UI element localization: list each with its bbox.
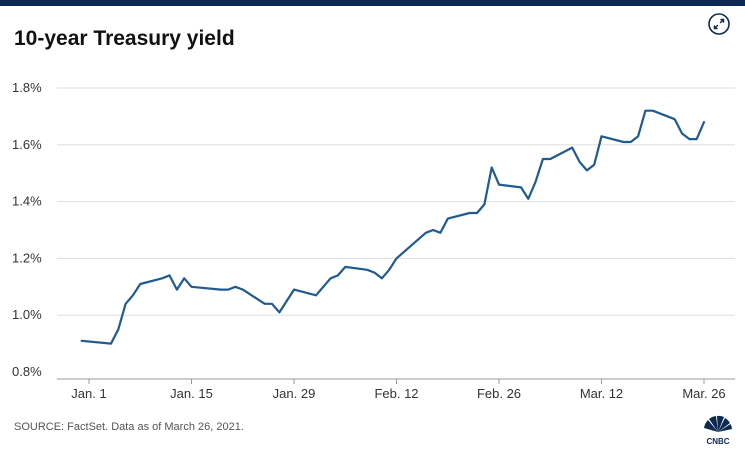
grid	[57, 87, 735, 316]
x-tick-label: Jan. 1	[71, 386, 106, 401]
cnbc-peacock-logo: CNBC	[704, 415, 732, 446]
y-tick-label: 1.4%	[12, 194, 42, 209]
x-axis: Jan. 1 Jan. 15 Jan. 29 Feb. 12 Feb. 26 Mar. 1…	[57, 378, 735, 401]
x-tick-label: Jan. 29	[273, 386, 316, 401]
x-tick-label: Mar. 12	[580, 386, 623, 401]
y-tick-label: 1.8%	[12, 80, 42, 95]
x-tick-label: Feb. 12	[374, 386, 418, 401]
y-tick-label: 1.0%	[12, 307, 42, 322]
y-tick-label: 1.6%	[12, 137, 42, 152]
x-tick-label: Mar. 26	[682, 386, 725, 401]
y-tick-label: 1.2%	[12, 250, 42, 265]
expand-arrows-icon[interactable]	[708, 13, 730, 35]
series-layer	[80, 109, 706, 345]
logo-wordmark: CNBC	[706, 437, 729, 446]
source-note: SOURCE: FactSet. Data as of March 26, 20…	[14, 421, 244, 433]
series-line	[80, 109, 706, 345]
y-tick-label: 0.8%	[12, 364, 42, 379]
x-tick-label: Feb. 26	[477, 386, 521, 401]
chart-title: 10-year Treasury yield	[14, 27, 235, 50]
y-axis: 0.8% 1.0% 1.2% 1.4% 1.6% 1.8%	[12, 80, 42, 379]
top-accent-bar	[0, 0, 745, 6]
x-tick-label: Jan. 15	[170, 386, 213, 401]
